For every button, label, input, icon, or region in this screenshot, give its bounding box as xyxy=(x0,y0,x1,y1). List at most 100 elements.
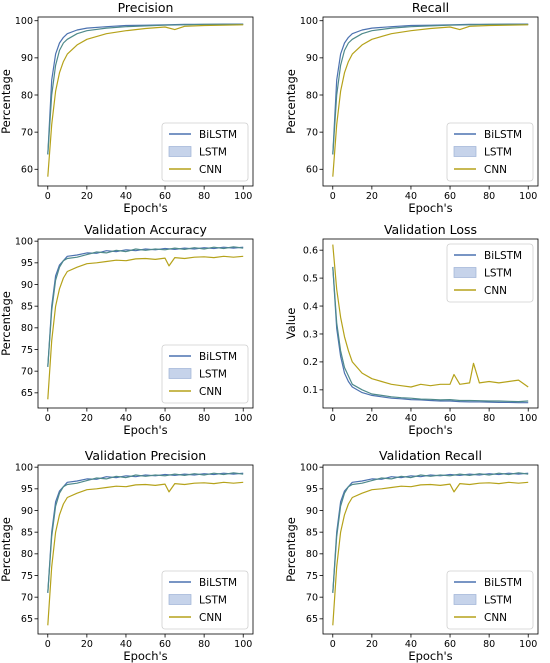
y-tick-label: 85 xyxy=(21,301,33,312)
x-tick-label: 20 xyxy=(81,191,93,202)
legend: BiLSTM LSTM CNN xyxy=(161,570,249,630)
legend-label: LSTM xyxy=(199,147,227,159)
y-tick-label: 85 xyxy=(306,527,318,538)
x-axis-label: Epoch's xyxy=(408,423,452,437)
chart-title: Recall xyxy=(412,0,449,15)
y-axis-label: Percentage xyxy=(284,69,298,134)
legend-swatch xyxy=(453,146,477,157)
y-axis-label: Value xyxy=(284,308,298,340)
legend-label: CNN xyxy=(199,612,222,624)
legend: BiLSTM LSTM CNN xyxy=(446,570,534,630)
y-axis-label: Percentage xyxy=(0,517,13,582)
x-tick-label: 20 xyxy=(81,413,93,424)
y-tick-label: 80 xyxy=(306,90,318,101)
x-tick-label: 40 xyxy=(405,413,417,424)
x-tick-label: 20 xyxy=(366,413,378,424)
series-line-cnn xyxy=(332,244,529,388)
x-tick-label: 100 xyxy=(234,639,252,650)
x-tick-label: 80 xyxy=(483,639,495,650)
x-tick-label: 20 xyxy=(81,639,93,650)
series-line-cnn xyxy=(332,24,529,177)
chart-panel: Recall 0 20 40 60 80 100 60 70 80 90 100 Epoch's Perc… xyxy=(284,0,539,215)
plot-frame xyxy=(37,16,254,187)
y-tick-label: 90 xyxy=(21,53,33,64)
legend-label: BiLSTM xyxy=(199,129,237,141)
x-tick-label: 100 xyxy=(234,191,252,202)
legend: BiLSTM LSTM CNN xyxy=(161,344,249,404)
legend-label: BiLSTM xyxy=(484,129,522,141)
y-tick-label: 80 xyxy=(21,90,33,101)
plot-frame xyxy=(37,238,254,409)
chart-title: Validation Precision xyxy=(85,448,206,463)
y-tick-label: 90 xyxy=(21,506,33,517)
y-tick-label: 95 xyxy=(21,258,33,269)
legend-box xyxy=(446,570,534,630)
legend: BiLSTM LSTM CNN xyxy=(161,122,249,182)
x-axis-label: Epoch's xyxy=(408,649,452,663)
y-axis-label: Percentage xyxy=(0,291,13,356)
x-tick-label: 0 xyxy=(45,191,51,202)
chart-title: Validation Loss xyxy=(384,222,477,237)
x-tick-label: 60 xyxy=(159,639,171,650)
x-tick-label: 0 xyxy=(45,413,51,424)
legend-label: LSTM xyxy=(484,268,512,280)
y-tick-label: 90 xyxy=(306,53,318,64)
chart-panel: Validation Accuracy 0 20 40 60 80 100 65 70 75 80 8… xyxy=(0,222,254,437)
x-tick-label: 60 xyxy=(444,191,456,202)
chart-title: Validation Accuracy xyxy=(84,222,207,237)
x-tick-label: 0 xyxy=(330,413,336,424)
legend-label: LSTM xyxy=(199,369,227,381)
legend-box xyxy=(446,243,534,303)
chart-panel: Validation Precision 0 20 40 60 80 100 65 70 75 80… xyxy=(0,448,254,663)
y-tick-label: 70 xyxy=(21,127,33,138)
legend-swatch xyxy=(168,368,192,379)
legend-box xyxy=(161,122,249,182)
series-line-lstm xyxy=(47,23,244,155)
x-tick-label: 80 xyxy=(198,191,210,202)
x-tick-label: 40 xyxy=(120,191,132,202)
x-tick-label: 0 xyxy=(45,639,51,650)
series-line-lstm xyxy=(332,266,529,403)
x-tick-label: 60 xyxy=(159,413,171,424)
y-tick-label: 60 xyxy=(21,165,33,176)
series-line-lstm xyxy=(332,23,529,155)
series-line-cnn xyxy=(47,24,244,177)
y-tick-label: 0.4 xyxy=(303,301,318,312)
series-line-cnn xyxy=(47,255,244,400)
legend-box xyxy=(446,122,534,182)
y-tick-label: 70 xyxy=(306,127,318,138)
x-tick-label: 40 xyxy=(120,639,132,650)
x-tick-label: 20 xyxy=(366,639,378,650)
y-tick-label: 90 xyxy=(306,506,318,517)
x-tick-label: 0 xyxy=(330,639,336,650)
legend-label: LSTM xyxy=(484,147,512,159)
chart-title: Validation Recall xyxy=(379,448,482,463)
x-axis-label: Epoch's xyxy=(123,649,167,663)
legend-label: BiLSTM xyxy=(199,577,237,589)
x-tick-label: 80 xyxy=(483,413,495,424)
legend-label: CNN xyxy=(199,164,222,176)
y-axis-label: Percentage xyxy=(284,517,298,582)
y-tick-label: 100 xyxy=(15,462,33,473)
series-line-lstm xyxy=(47,246,244,367)
chart-title: Precision xyxy=(118,0,174,15)
x-tick-label: 60 xyxy=(444,639,456,650)
y-tick-label: 100 xyxy=(300,16,318,27)
y-tick-label: 95 xyxy=(306,484,318,495)
chart-panel: Precision 0 20 40 60 80 100 60 70 80 90 100 Epoch's P… xyxy=(0,0,254,215)
legend-label: CNN xyxy=(199,386,222,398)
y-tick-label: 60 xyxy=(306,165,318,176)
x-tick-label: 100 xyxy=(519,191,537,202)
legend-swatch xyxy=(453,594,477,605)
x-tick-label: 100 xyxy=(519,413,537,424)
y-tick-label: 100 xyxy=(15,236,33,247)
legend-label: CNN xyxy=(484,612,507,624)
x-axis-label: Epoch's xyxy=(123,423,167,437)
series-line-cnn xyxy=(47,481,244,626)
y-tick-label: 70 xyxy=(21,366,33,377)
series-line-lstm xyxy=(47,472,244,593)
legend-label: BiLSTM xyxy=(484,250,522,262)
y-tick-label: 0.6 xyxy=(303,245,318,256)
legend: BiLSTM LSTM CNN xyxy=(446,243,534,303)
